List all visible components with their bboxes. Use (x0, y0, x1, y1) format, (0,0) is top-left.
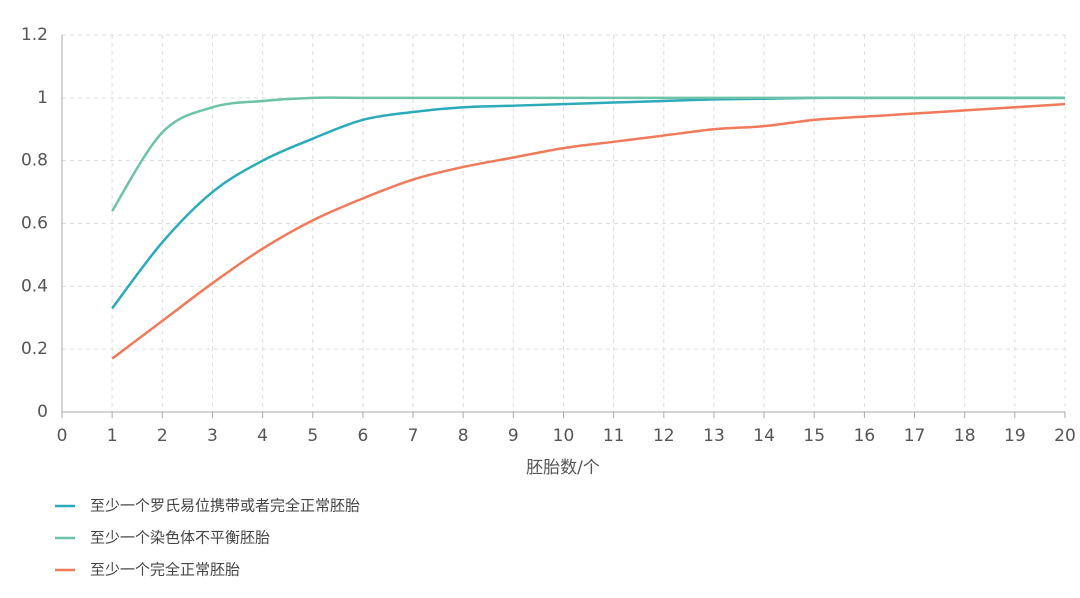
x-tick-label: 9 (508, 426, 519, 446)
y-tick-label: 0.6 (21, 214, 48, 234)
y-tick-label: 0.8 (21, 151, 48, 171)
legend-label: 至少一个染色体不平衡胚胎 (90, 529, 270, 547)
x-tick-label: 0 (57, 426, 68, 446)
x-tick-label: 6 (357, 426, 368, 446)
x-tick-label: 2 (157, 426, 168, 446)
x-tick-label: 13 (703, 426, 725, 446)
legend-label: 至少一个完全正常胚胎 (90, 561, 240, 579)
x-tick-label: 15 (803, 426, 825, 446)
x-tick-label: 11 (603, 426, 625, 446)
x-tick-label: 7 (408, 426, 419, 446)
x-tick-label: 16 (854, 426, 876, 446)
y-tick-label: 0 (37, 402, 48, 422)
x-tick-label: 18 (954, 426, 976, 446)
y-tick-label: 1 (37, 88, 48, 108)
y-tick-label: 0.2 (21, 339, 48, 359)
line (111, 96, 1065, 212)
y-tick-label: 1.2 (21, 25, 48, 45)
x-tick-label: 5 (307, 426, 318, 446)
x-tick-label: 8 (458, 426, 469, 446)
legend-label: 至少一个罗氏易位携带或者完全正常胚胎 (90, 497, 360, 515)
x-tick-label: 3 (207, 426, 218, 446)
x-tick-label: 12 (653, 426, 675, 446)
x-tick-label: 4 (257, 426, 268, 446)
x-axis-label: 胚胎数/个 (526, 458, 600, 478)
x-tick-label: 14 (753, 426, 775, 446)
x-tick-label: 10 (553, 426, 575, 446)
x-tick-label: 19 (1004, 426, 1026, 446)
y-tick-label: 0.4 (21, 276, 48, 296)
x-tick-label: 17 (904, 426, 926, 446)
x-tick-label: 1 (107, 426, 118, 446)
x-tick-label: 20 (1054, 426, 1076, 446)
line (111, 102, 1066, 360)
line (111, 96, 1065, 310)
